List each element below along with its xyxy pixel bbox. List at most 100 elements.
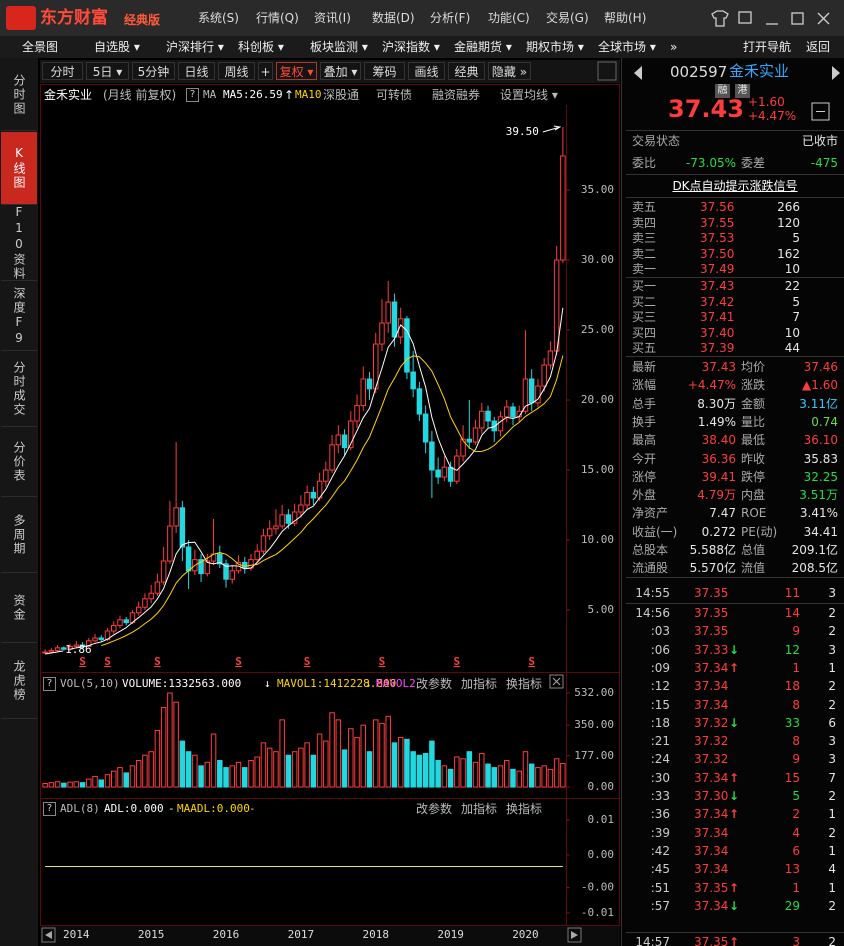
volume-bar	[204, 761, 211, 788]
candle-body	[61, 647, 67, 650]
candle-body	[223, 563, 229, 580]
close-button[interactable]	[817, 12, 830, 25]
book-label: 买一	[632, 279, 657, 293]
book-label: 买四	[632, 325, 657, 340]
stat-label: 换手	[632, 414, 657, 429]
trade-time: :09	[650, 660, 670, 675]
y-tick-label: 177.00	[574, 749, 614, 762]
trade-volume: 6	[792, 843, 800, 858]
nav-item[interactable]: 期权市场 ▾	[526, 40, 584, 54]
candle-body	[198, 559, 204, 575]
stat-label: 涨停	[632, 469, 657, 484]
header-link[interactable]: 深股通	[323, 88, 360, 102]
scroll-left[interactable]	[41, 927, 56, 943]
menu-item[interactable]: 帮助(H)	[604, 11, 647, 25]
stat-value: 5.588亿	[689, 543, 736, 557]
toolbar-button[interactable]: 画线	[408, 62, 445, 80]
book-volume: 5	[792, 294, 800, 309]
toolbar-button[interactable]: 5分钟	[132, 62, 175, 80]
stat-value: 35.83	[803, 451, 838, 466]
indicator-tool[interactable]: 换指标	[506, 802, 543, 816]
side-tab[interactable]: 龙虎榜	[1, 644, 37, 719]
nav-item[interactable]: 板块监测 ▾	[310, 40, 368, 54]
menu-item[interactable]: 分析(F)	[430, 11, 471, 25]
toolbar-button[interactable]: 复权 ▾	[276, 62, 317, 80]
menu-item[interactable]: 行情(Q)	[256, 11, 299, 25]
toolbar-button[interactable]: 叠加 ▾	[320, 62, 361, 80]
scroll-right[interactable]	[567, 927, 582, 943]
toolbar-button[interactable]: 周线	[218, 62, 255, 80]
book-price: 37.53	[700, 231, 735, 246]
book-volume: 22	[784, 279, 800, 293]
candle-body	[167, 525, 173, 562]
volume-bar	[148, 751, 154, 788]
x-tick-label: 2018	[362, 928, 389, 941]
side-tab[interactable]: 分价表	[1, 428, 37, 497]
indicator-tool[interactable]: 换指标	[506, 677, 543, 691]
help[interactable]: ?	[186, 88, 199, 102]
nav-item[interactable]: 全球市场 ▾	[598, 40, 656, 54]
toolbar-button[interactable]: 分时	[42, 62, 83, 80]
stat-value: 4.79万	[697, 488, 736, 503]
candle-body	[441, 466, 448, 478]
nav-item[interactable]: »	[670, 40, 678, 54]
side-tab[interactable]: F10资料	[1, 205, 37, 281]
maximize-button[interactable]	[791, 12, 804, 25]
menu-item[interactable]: 资讯(I)	[314, 11, 351, 25]
nav-item[interactable]: 科创板 ▾	[238, 40, 284, 54]
nav-right[interactable]: 返回	[806, 40, 831, 54]
menu-item[interactable]: 数据(D)	[372, 11, 415, 25]
header-link[interactable]: 设置均线 ▾	[500, 88, 558, 102]
stat-value: 1.49%	[697, 414, 736, 429]
fullscreen-button[interactable]	[597, 61, 617, 81]
side-tab[interactable]: 分时图	[1, 60, 37, 131]
indicator-tool[interactable]: 加指标	[461, 802, 498, 816]
side-tab[interactable]: K线图	[1, 132, 37, 205]
nav-item[interactable]: 沪深指数 ▾	[382, 40, 440, 54]
close-volume[interactable]	[549, 674, 564, 689]
nav-item[interactable]: 自选股 ▾	[94, 40, 140, 54]
next-stock[interactable]	[832, 66, 840, 80]
nav-item[interactable]: 全景图	[22, 40, 59, 54]
indicator-tool[interactable]: 加指标	[461, 677, 498, 691]
skin-button[interactable]	[711, 10, 729, 27]
menu-item[interactable]: 交易(G)	[546, 11, 589, 25]
side-tab[interactable]: 分时成交	[1, 352, 37, 427]
side-tab[interactable]: 深度F9	[1, 284, 37, 351]
menu-item[interactable]: 系统(S)	[198, 11, 239, 25]
collapse-button[interactable]	[811, 102, 830, 121]
help[interactable]: ?	[43, 677, 56, 691]
help[interactable]: ?	[43, 802, 56, 816]
book-price: 37.49	[700, 262, 735, 277]
book-price: 37.39	[700, 341, 735, 356]
prev-stock[interactable]	[634, 66, 642, 80]
y-tick-label: 532.00	[574, 686, 614, 699]
volume-bar	[460, 758, 466, 788]
volume-bar	[366, 751, 373, 788]
last-price: 37.43	[668, 95, 744, 123]
toolbar-button[interactable]: 隐藏 »	[488, 62, 531, 80]
nav-item[interactable]: 沪深排行 ▾	[166, 40, 224, 54]
event-marker: S	[79, 655, 86, 668]
side-tab[interactable]: 多周期	[1, 498, 37, 573]
volume-bar	[123, 772, 129, 788]
volume-bar	[291, 751, 298, 788]
side-tab[interactable]: 资金	[1, 574, 37, 643]
nav-right[interactable]: 打开导航	[743, 40, 792, 54]
candle-body	[485, 410, 491, 422]
menu-item[interactable]: 功能(C)	[488, 11, 530, 25]
header-link[interactable]: 融资融券	[432, 88, 481, 102]
nav-item[interactable]: 金融期货 ▾	[454, 40, 512, 54]
message-button[interactable]	[738, 11, 752, 24]
toolbar-button[interactable]: 5日 ▾	[86, 62, 129, 80]
indicator-tool[interactable]: 改参数	[416, 802, 453, 816]
signal-link[interactable]: DK点自动提示涨跌信号	[672, 179, 798, 193]
toolbar-button[interactable]: 经典	[448, 62, 485, 80]
toolbar-button[interactable]: 日线	[178, 62, 215, 80]
indicator-tool[interactable]: 改参数	[416, 677, 453, 691]
toolbar-button[interactable]: +	[258, 62, 273, 80]
volume-bar	[510, 768, 516, 788]
header-link[interactable]: 可转债	[376, 88, 413, 102]
toolbar-button[interactable]: 筹码	[364, 62, 405, 80]
